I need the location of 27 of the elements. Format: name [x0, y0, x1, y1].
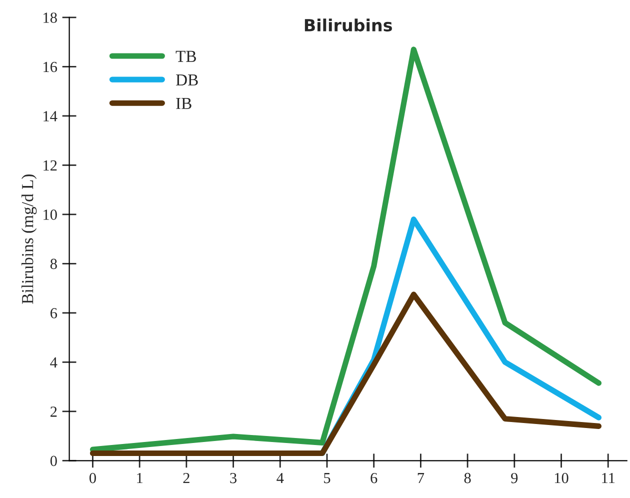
- x-tick-label: 5: [324, 473, 330, 484]
- x-tick-label: 2: [183, 472, 190, 484]
- y-tick-label: 6: [50, 308, 58, 318]
- y-tick-label: 14: [44, 111, 58, 122]
- x-tick-label: 6: [370, 472, 378, 484]
- chart-title: Bilirubins: [304, 18, 392, 32]
- x-tick-label: 3: [230, 472, 237, 484]
- y-tick-label: 8: [50, 258, 57, 270]
- x-tick-label: 4: [276, 473, 284, 484]
- x-tick-label: 1: [137, 472, 142, 484]
- x-tick-label: 10: [554, 472, 568, 484]
- y-tick-label: 0: [50, 456, 57, 466]
- x-tick-label: 7: [418, 473, 424, 484]
- y-axis-title: Bilirubins (mg/d L): [22, 174, 37, 304]
- legend-label: IB: [176, 98, 192, 109]
- x-tick-label: 11: [602, 472, 615, 484]
- x-tick-label: 8: [464, 472, 471, 484]
- legend-label: DB: [176, 74, 198, 86]
- legend-label: TB: [176, 50, 196, 62]
- y-tick-label: 10: [44, 210, 57, 220]
- y-tick-label: 12: [44, 160, 57, 170]
- x-tick-label: 0: [89, 472, 96, 484]
- x-tick-label: 9: [511, 472, 518, 484]
- y-tick-label: 18: [44, 12, 57, 23]
- y-tick-label: 16: [44, 62, 58, 72]
- y-tick-label: 4: [50, 357, 58, 368]
- y-tick-label: 2: [50, 406, 57, 417]
